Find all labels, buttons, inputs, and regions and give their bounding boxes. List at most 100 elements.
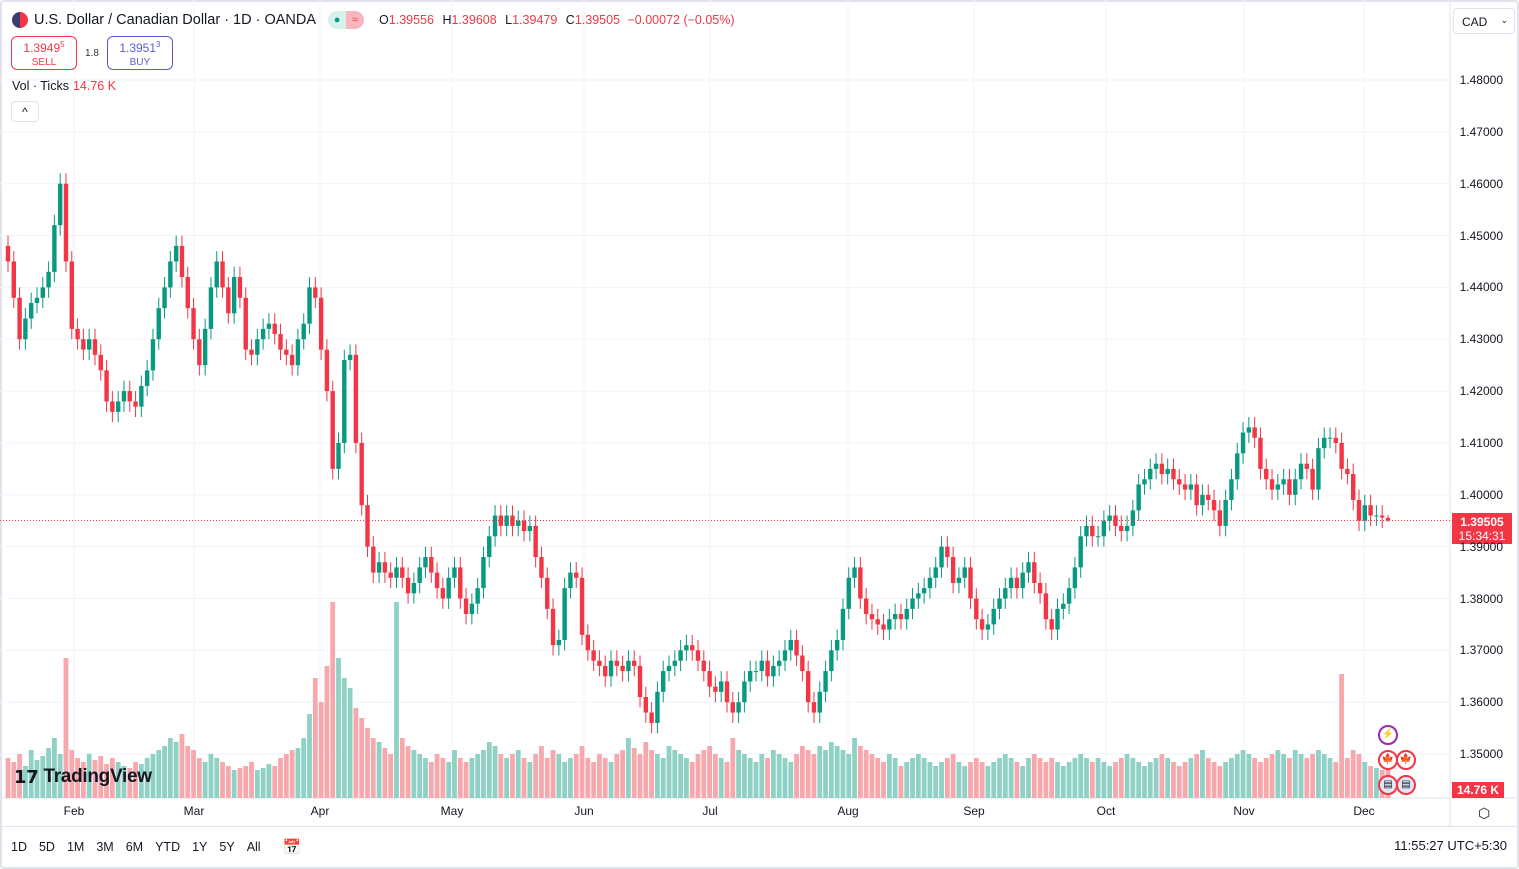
candle-body[interactable] (336, 442, 341, 469)
candle-body[interactable] (1124, 525, 1130, 532)
candle-body[interactable] (875, 619, 880, 625)
candle-body[interactable] (1090, 525, 1095, 537)
candle-body[interactable] (1014, 577, 1020, 589)
candle-body[interactable] (487, 536, 492, 558)
candle-body[interactable] (1008, 577, 1014, 589)
candle-body[interactable] (1246, 427, 1252, 433)
candle-body[interactable] (168, 261, 173, 288)
candle-body[interactable] (301, 323, 306, 340)
candle-body[interactable] (28, 302, 34, 319)
timeframe-ytd[interactable]: YTD (155, 839, 181, 854)
candle-body[interactable] (707, 671, 712, 687)
candle-body[interactable] (655, 691, 660, 723)
candle-body[interactable] (829, 650, 834, 672)
candle-body[interactable] (185, 277, 190, 309)
candle-body[interactable] (1130, 510, 1136, 526)
candle-body[interactable] (730, 702, 735, 713)
candle-body[interactable] (1368, 505, 1373, 516)
candle-body[interactable] (1159, 463, 1165, 475)
ca-event-icon[interactable]: 🍁 (1396, 750, 1416, 770)
candle-body[interactable] (144, 370, 150, 386)
candle-body[interactable] (614, 660, 620, 666)
candle-body[interactable] (1061, 603, 1066, 609)
candle-body[interactable] (405, 577, 411, 594)
candle-body[interactable] (1153, 463, 1159, 469)
candle-body[interactable] (713, 686, 718, 692)
candle-body[interactable] (921, 588, 927, 594)
candle-body[interactable] (974, 598, 979, 620)
candle-body[interactable] (898, 614, 904, 620)
candle-body[interactable] (86, 339, 92, 350)
timeframe-1m[interactable]: 1M (66, 839, 85, 854)
candle-body[interactable] (649, 712, 654, 723)
candle-body[interactable] (272, 323, 277, 335)
candle-body[interactable] (1032, 562, 1037, 583)
candle-body[interactable] (736, 702, 741, 713)
candle-body[interactable] (411, 582, 417, 594)
candle-body[interactable] (887, 619, 892, 630)
candle-body[interactable] (718, 681, 724, 692)
candle-body[interactable] (69, 261, 74, 329)
candle-body[interactable] (46, 271, 51, 288)
candle-body[interactable] (1078, 536, 1083, 568)
candle-body[interactable] (881, 624, 886, 630)
candle-body[interactable] (417, 567, 422, 583)
candle-body[interactable] (231, 277, 237, 314)
candle-body[interactable] (127, 391, 132, 402)
candle-body[interactable] (266, 323, 272, 329)
candle-body[interactable] (150, 339, 156, 371)
candle-body[interactable] (1275, 484, 1281, 490)
candle-body[interactable] (353, 354, 359, 443)
candle-body[interactable] (1043, 593, 1049, 620)
market-status[interactable]: ● ≈ (328, 11, 365, 29)
candle-body[interactable] (834, 639, 840, 651)
candle-body[interactable] (765, 660, 770, 677)
candle-body[interactable] (284, 349, 289, 355)
candle-body[interactable] (817, 691, 822, 713)
candle-body[interactable] (307, 287, 312, 324)
candle-body[interactable] (11, 261, 16, 298)
candle-body[interactable] (910, 598, 915, 609)
candle-body[interactable] (429, 557, 434, 573)
candle-body[interactable] (574, 572, 579, 578)
candle-body[interactable] (1003, 588, 1008, 599)
candle-body[interactable] (1316, 448, 1321, 490)
candle-body[interactable] (904, 608, 909, 620)
candle-body[interactable] (533, 525, 538, 558)
candle-body[interactable] (742, 681, 747, 703)
candle-body[interactable] (295, 339, 301, 366)
candle-body[interactable] (562, 588, 567, 640)
candle-body[interactable] (997, 598, 1002, 609)
candle-body[interactable] (1258, 437, 1263, 469)
candle-body[interactable] (608, 660, 614, 677)
timeframe-3m[interactable]: 3M (96, 839, 114, 854)
candle-body[interactable] (1113, 515, 1118, 526)
sell-button[interactable]: 1.39495 SELL (11, 36, 77, 70)
candle-body[interactable] (237, 277, 243, 298)
candle-body[interactable] (632, 660, 637, 666)
candle-body[interactable] (1026, 562, 1031, 573)
candle-body[interactable] (1264, 468, 1269, 480)
us-event-icon[interactable]: ▤ (1378, 775, 1398, 795)
candle-body[interactable] (1293, 479, 1298, 495)
candle-body[interactable] (603, 665, 608, 677)
candle-body[interactable] (1223, 499, 1228, 526)
candle-body[interactable] (133, 401, 138, 407)
candle-body[interactable] (1374, 515, 1379, 517)
candle-body[interactable] (643, 697, 649, 713)
candle-body[interactable] (376, 562, 382, 573)
candle-body[interactable] (701, 660, 706, 672)
candle-body[interactable] (782, 650, 788, 661)
candle-body[interactable] (1084, 525, 1089, 537)
timeframe-5d[interactable]: 5D (38, 839, 55, 854)
candle-body[interactable] (858, 567, 863, 599)
candle-body[interactable] (243, 297, 248, 350)
candle-body[interactable] (463, 598, 469, 615)
candle-body[interactable] (115, 401, 121, 412)
currency-select[interactable]: CAD ⌄ (1453, 8, 1515, 34)
candle-body[interactable] (1194, 484, 1199, 506)
candle-body[interactable] (1177, 479, 1182, 485)
candle-body[interactable] (811, 702, 817, 713)
candle-body[interactable] (40, 287, 45, 298)
candle-body[interactable] (75, 328, 80, 340)
